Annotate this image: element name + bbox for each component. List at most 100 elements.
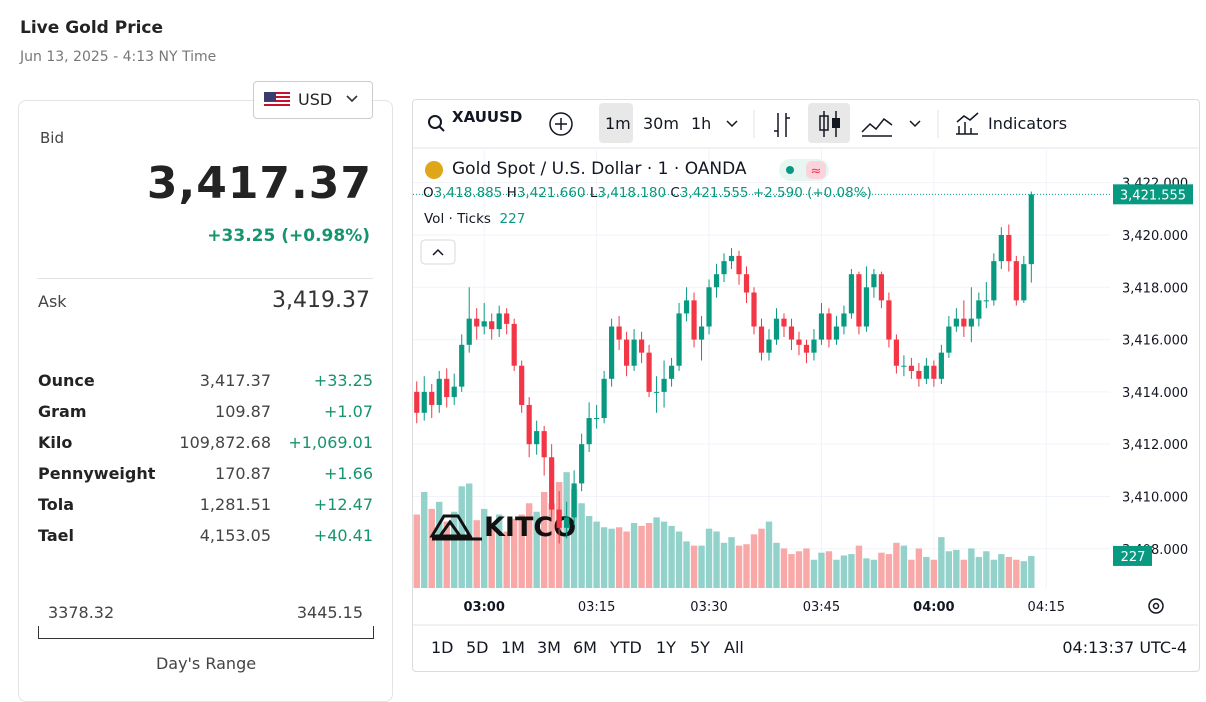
candle-body bbox=[908, 365, 914, 371]
interval[interactable]: 1h bbox=[691, 114, 712, 133]
candle-body bbox=[751, 292, 757, 327]
volume-bar bbox=[780, 548, 788, 588]
volume-bar bbox=[878, 552, 885, 588]
candle-body bbox=[788, 326, 795, 340]
symbol[interactable]: XAUUSD bbox=[452, 108, 523, 126]
search-icon[interactable] bbox=[428, 115, 445, 132]
volume-bar bbox=[1005, 556, 1013, 588]
candle-body bbox=[429, 391, 435, 405]
watermark-text: KITCO bbox=[484, 512, 576, 543]
volume-bar bbox=[451, 511, 458, 588]
candle-type-active[interactable] bbox=[808, 103, 850, 143]
x-tick-label: 04:00 bbox=[913, 600, 954, 615]
page: Live Gold Price Jun 13, 2025 - 4:13 NY T… bbox=[18, 18, 1200, 702]
range-button[interactable]: 1M bbox=[501, 638, 525, 657]
volume-bar bbox=[540, 491, 548, 588]
volume-bar bbox=[525, 503, 533, 588]
compare-icon[interactable] bbox=[549, 112, 573, 136]
candle-body bbox=[976, 300, 982, 319]
divider bbox=[37, 278, 373, 279]
bid-label: Bid bbox=[40, 129, 64, 147]
candle-body bbox=[1013, 261, 1019, 301]
range-button[interactable]: 5D bbox=[466, 638, 489, 657]
volume-bar bbox=[825, 551, 833, 588]
candle-body bbox=[886, 300, 892, 340]
volume-bar bbox=[765, 521, 773, 588]
indicators-icon[interactable] bbox=[956, 112, 979, 135]
unit-change: +1.66 bbox=[323, 464, 373, 483]
volume-badge-label: 227 bbox=[1121, 550, 1146, 565]
unit-name: Ounce bbox=[38, 371, 95, 390]
value: 3,418.885 bbox=[433, 185, 503, 201]
x-tick-label: 04:15 bbox=[1028, 600, 1065, 615]
volume-badge bbox=[1113, 545, 1152, 566]
y-tick-label: 3,414.000 bbox=[1122, 386, 1188, 401]
volume-bar bbox=[930, 559, 938, 588]
x-tick-label: 03:30 bbox=[690, 600, 727, 615]
candle-body bbox=[946, 326, 952, 353]
settings-icon[interactable] bbox=[1148, 598, 1164, 614]
bid-change: +33.25 (+0.98%) bbox=[207, 226, 370, 246]
range-button[interactable]: 1D bbox=[431, 638, 454, 657]
candle-body bbox=[773, 318, 780, 340]
range-label: Day's Range bbox=[155, 654, 257, 673]
range-button[interactable]: 6M bbox=[573, 638, 597, 657]
volume-bar bbox=[848, 554, 855, 588]
candle-body bbox=[1006, 234, 1012, 262]
candle-body bbox=[459, 344, 465, 387]
bar-type-icon[interactable] bbox=[774, 113, 790, 137]
candle-body bbox=[931, 365, 937, 379]
range-button[interactable]: All bbox=[724, 638, 744, 657]
candle-body bbox=[414, 391, 420, 413]
us-flag bbox=[264, 92, 290, 108]
range-button[interactable]: YTD bbox=[610, 638, 642, 657]
candle-body bbox=[811, 339, 817, 353]
indicators[interactable]: Indicators bbox=[988, 114, 1068, 133]
candle-body bbox=[534, 431, 540, 445]
volume-legend: Vol · Ticks 227 bbox=[424, 211, 525, 227]
volume-bar bbox=[593, 521, 600, 588]
currency-select[interactable]: USD bbox=[253, 81, 373, 119]
candle-body bbox=[923, 365, 929, 379]
unit-price: 3,417.37 bbox=[199, 371, 271, 390]
last-price-label: 3,421.555 bbox=[1120, 188, 1186, 203]
volume-bar bbox=[803, 548, 810, 588]
chart: ≈ 3,408.0003,410.0003,412.0003,414.0003,… bbox=[413, 103, 1198, 626]
chart-panel bbox=[412, 99, 1200, 672]
candle-body bbox=[991, 261, 997, 301]
volume-bar bbox=[885, 554, 893, 588]
candle-body bbox=[916, 370, 922, 379]
candle-body bbox=[848, 274, 855, 314]
volume-bar bbox=[983, 551, 990, 588]
candle-body bbox=[691, 300, 697, 340]
candle-body bbox=[616, 326, 622, 340]
interval[interactable]: 1m bbox=[605, 114, 631, 133]
volume-bar bbox=[623, 531, 630, 588]
candle-body bbox=[519, 365, 525, 405]
volume-bar bbox=[645, 523, 653, 588]
volume-bar bbox=[443, 521, 450, 588]
volume-bar bbox=[436, 501, 443, 588]
chart-type-icon[interactable] bbox=[861, 117, 893, 137]
range-button[interactable]: 5Y bbox=[690, 638, 710, 657]
candle-body bbox=[601, 378, 607, 419]
range-button[interactable]: 3M bbox=[537, 638, 561, 657]
volume-bar bbox=[518, 514, 525, 588]
label: Vol · Ticks bbox=[424, 211, 491, 227]
x-tick-label: 03:45 bbox=[803, 600, 840, 615]
chevron[interactable] bbox=[726, 120, 738, 128]
interval[interactable]: 30m bbox=[643, 114, 679, 133]
range-button[interactable]: 1Y bbox=[656, 638, 676, 657]
collapse-button[interactable] bbox=[420, 239, 456, 265]
volume-bar bbox=[728, 537, 735, 588]
volume-bar bbox=[833, 559, 840, 588]
volume-bar bbox=[720, 542, 728, 588]
range-high: 3445.15 bbox=[296, 603, 363, 622]
candle-body bbox=[436, 378, 442, 405]
volume-bar bbox=[488, 524, 495, 588]
volume-bar bbox=[1020, 561, 1028, 588]
unit-name: Pennyweight bbox=[38, 464, 156, 483]
candle-body bbox=[421, 391, 427, 413]
volume-bar bbox=[758, 528, 765, 588]
volume-bar bbox=[960, 559, 968, 588]
